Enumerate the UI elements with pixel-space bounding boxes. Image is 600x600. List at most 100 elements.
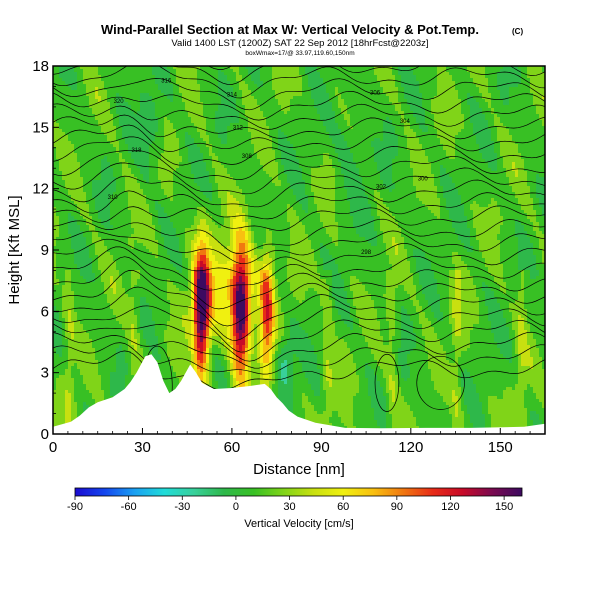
velocity-cell — [116, 381, 119, 384]
velocity-cell — [131, 234, 134, 237]
velocity-cell — [74, 351, 77, 354]
velocity-cell — [140, 246, 143, 249]
velocity-cell — [65, 267, 68, 270]
velocity-cell — [128, 210, 131, 213]
velocity-cell — [101, 285, 104, 288]
velocity-cell — [65, 399, 68, 402]
velocity-cell — [131, 165, 134, 168]
velocity-cell — [170, 279, 173, 282]
velocity-cell — [122, 219, 125, 222]
velocity-cell — [104, 276, 107, 279]
velocity-cell — [152, 219, 155, 222]
velocity-cell — [161, 111, 164, 114]
velocity-cell — [98, 363, 101, 366]
velocity-cell — [95, 285, 98, 288]
velocity-cell — [155, 348, 158, 351]
velocity-cell — [164, 240, 167, 243]
velocity-cell — [128, 183, 131, 186]
velocity-cell — [56, 330, 59, 333]
velocity-cell — [152, 69, 155, 72]
velocity-cell — [89, 324, 92, 327]
velocity-cell — [68, 387, 71, 390]
velocity-cell — [98, 81, 101, 84]
velocity-cell — [137, 282, 140, 285]
velocity-cell — [119, 231, 122, 234]
velocity-cell — [98, 144, 101, 147]
velocity-cell — [122, 69, 125, 72]
velocity-cell — [83, 90, 86, 93]
velocity-cell — [146, 336, 149, 339]
velocity-cell — [74, 84, 77, 87]
velocity-cell — [68, 234, 71, 237]
velocity-cell — [65, 219, 68, 222]
velocity-cell — [110, 363, 113, 366]
velocity-cell — [98, 282, 101, 285]
velocity-cell — [68, 138, 71, 141]
velocity-cell — [80, 198, 83, 201]
velocity-cell — [68, 342, 71, 345]
velocity-cell — [65, 303, 68, 306]
velocity-cell — [113, 225, 116, 228]
velocity-cell — [56, 294, 59, 297]
velocity-cell — [161, 183, 164, 186]
velocity-cell — [104, 222, 107, 225]
velocity-cell — [128, 303, 131, 306]
velocity-cell — [71, 288, 74, 291]
velocity-cell — [107, 258, 110, 261]
velocity-cell — [62, 315, 65, 318]
velocity-cell — [98, 105, 101, 108]
velocity-cell — [134, 93, 137, 96]
velocity-cell — [125, 303, 128, 306]
velocity-cell — [146, 114, 149, 117]
velocity-cell — [71, 258, 74, 261]
velocity-cell — [110, 336, 113, 339]
velocity-cell — [56, 177, 59, 180]
velocity-cell — [113, 273, 116, 276]
velocity-cell — [116, 186, 119, 189]
velocity-cell — [101, 363, 104, 366]
velocity-cell — [59, 414, 62, 417]
velocity-cell — [155, 81, 158, 84]
velocity-cell — [161, 294, 164, 297]
velocity-cell — [56, 408, 59, 411]
velocity-cell — [143, 294, 146, 297]
velocity-cell — [56, 213, 59, 216]
velocity-cell — [131, 198, 134, 201]
velocity-cell — [77, 276, 80, 279]
velocity-cell — [83, 402, 86, 405]
velocity-cell — [62, 369, 65, 372]
velocity-cell — [62, 108, 65, 111]
velocity-cell — [116, 75, 119, 78]
velocity-cell — [170, 210, 173, 213]
velocity-cell — [71, 309, 74, 312]
velocity-cell — [89, 402, 92, 405]
velocity-cell — [125, 381, 128, 384]
velocity-cell — [155, 168, 158, 171]
velocity-cell — [98, 387, 101, 390]
velocity-cell — [101, 279, 104, 282]
velocity-cell — [71, 354, 74, 357]
velocity-cell — [164, 222, 167, 225]
velocity-cell — [125, 363, 128, 366]
velocity-cell — [119, 375, 122, 378]
velocity-cell — [80, 102, 83, 105]
velocity-cell — [116, 360, 119, 363]
velocity-cell — [152, 288, 155, 291]
velocity-cell — [86, 207, 89, 210]
velocity-cell — [107, 252, 110, 255]
velocity-cell — [89, 99, 92, 102]
velocity-cell — [107, 153, 110, 156]
velocity-cell — [170, 255, 173, 258]
velocity-cell — [110, 84, 113, 87]
velocity-cell — [143, 216, 146, 219]
velocity-cell — [80, 108, 83, 111]
velocity-cell — [98, 345, 101, 348]
velocity-cell — [155, 315, 158, 318]
velocity-cell — [68, 324, 71, 327]
velocity-cell — [107, 390, 110, 393]
velocity-cell — [125, 273, 128, 276]
velocity-cell — [161, 306, 164, 309]
velocity-cell — [59, 120, 62, 123]
velocity-cell — [68, 369, 71, 372]
velocity-cell — [77, 162, 80, 165]
